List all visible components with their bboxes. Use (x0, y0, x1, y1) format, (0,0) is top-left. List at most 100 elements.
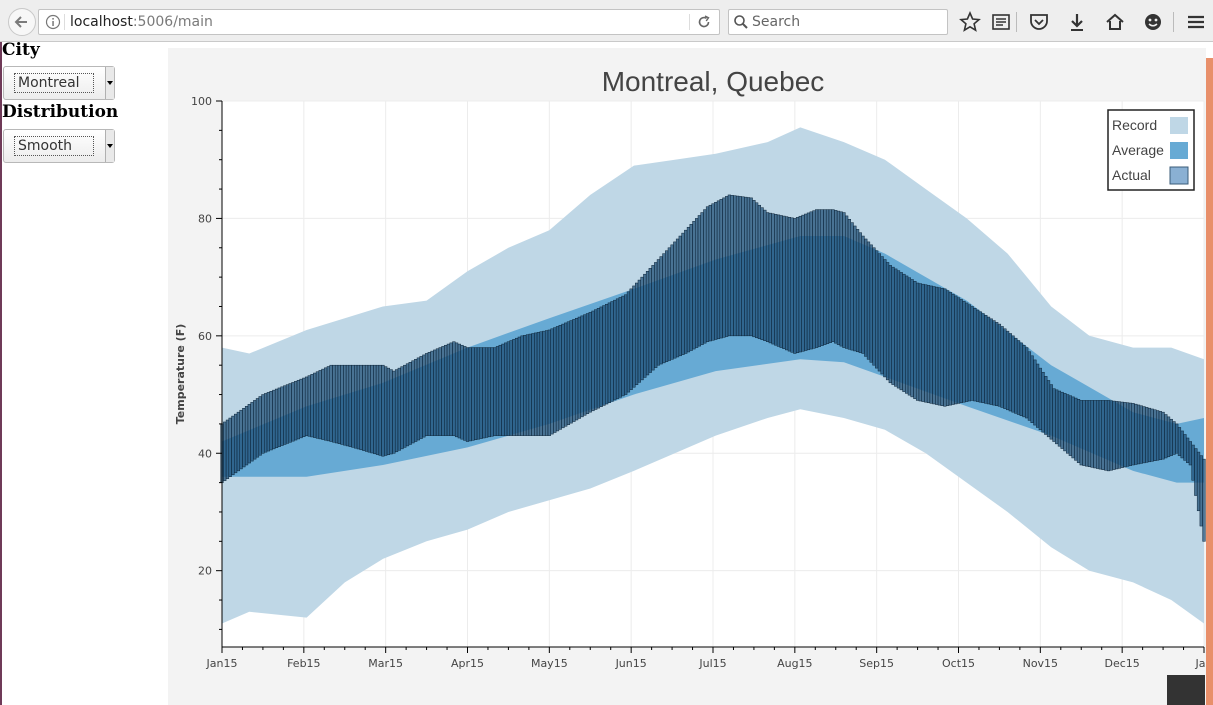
actual-bar (539, 331, 543, 436)
x-tick-label: Jun15 (615, 657, 647, 670)
actual-bar (504, 342, 508, 436)
actual-bar (471, 347, 475, 441)
actual-bar (866, 241, 871, 360)
actual-bar (1025, 347, 1029, 419)
search-bar[interactable]: Search (728, 9, 948, 35)
actual-bar (864, 238, 868, 357)
actual-bar (1016, 340, 1021, 415)
actual-bar (763, 209, 767, 341)
actual-bar (793, 218, 797, 354)
actual-bar (1060, 391, 1064, 449)
actual-bar (419, 356, 423, 439)
actual-bar (1011, 335, 1015, 413)
actual-bar (1027, 351, 1032, 421)
hamburger-menu-icon[interactable] (1185, 11, 1207, 33)
back-button[interactable] (8, 8, 36, 36)
actual-bar (1104, 400, 1108, 471)
chevron-down-icon[interactable] (105, 67, 114, 99)
smiley-icon[interactable] (1142, 11, 1164, 33)
actual-bar (853, 225, 857, 352)
actual-bar (877, 253, 882, 372)
url-bar[interactable]: localhost:5006/main (38, 9, 720, 35)
actual-bar (1046, 380, 1051, 438)
actual-bar (1117, 401, 1122, 469)
actual-bar (397, 367, 401, 451)
actual-bar (795, 217, 800, 353)
actual-bar (714, 202, 718, 340)
actual-bar (225, 419, 230, 479)
star-icon[interactable] (959, 11, 981, 33)
actual-bar (1008, 333, 1012, 412)
actual-bar (678, 235, 682, 357)
actual-bar (697, 215, 701, 347)
actual-bar (596, 308, 601, 409)
actual-bar (427, 352, 431, 436)
actual-bar (815, 209, 819, 348)
actual-bar (806, 212, 811, 351)
actual-bar (269, 391, 273, 451)
actual-bar (1194, 448, 1198, 496)
actual-bar (392, 370, 396, 454)
actual-bar (823, 209, 827, 345)
actual-bar (400, 366, 404, 450)
actual-bar (618, 297, 622, 398)
url-text[interactable]: localhost:5006/main (70, 14, 213, 30)
city-select[interactable]: Montreal (3, 66, 115, 100)
x-tick-label: Jul15 (698, 657, 726, 670)
actual-bar (670, 244, 674, 360)
actual-bar (943, 288, 947, 407)
actual-bar (681, 232, 685, 355)
pocket-icon[interactable] (1028, 11, 1050, 33)
actual-bar (375, 364, 380, 455)
actual-bar (258, 396, 262, 456)
actual-bars (220, 194, 1206, 542)
actual-bar (782, 215, 786, 349)
reload-icon[interactable] (696, 14, 712, 30)
actual-bar (741, 196, 745, 337)
actual-bar (493, 347, 497, 436)
actual-bar (362, 364, 366, 451)
actual-bar (580, 315, 584, 418)
actual-bar (351, 364, 355, 448)
actual-bar (834, 210, 838, 344)
actual-bar (585, 313, 590, 414)
actual-bar (1057, 390, 1062, 447)
actual-bar (444, 344, 448, 436)
actual-bar (891, 266, 895, 385)
reading-list-icon[interactable] (990, 11, 1012, 33)
home-icon[interactable] (1104, 11, 1126, 33)
download-icon[interactable] (1066, 11, 1088, 33)
actual-bar (757, 204, 761, 340)
actual-bar (236, 411, 240, 472)
actual-bar (438, 347, 442, 436)
info-icon[interactable] (45, 14, 61, 30)
chevron-down-icon[interactable] (105, 130, 114, 162)
actual-bar (345, 364, 350, 447)
actual-bar (408, 362, 412, 445)
actual-bar (716, 200, 721, 340)
actual-bar (940, 288, 944, 406)
actual-bar (607, 302, 611, 403)
actual-bar (675, 238, 680, 358)
actual-bar (907, 277, 912, 396)
actual-bar (288, 383, 292, 443)
distribution-select[interactable]: Smooth (3, 129, 115, 163)
actual-bar (1186, 437, 1190, 463)
actual-bar (1142, 406, 1146, 464)
actual-bar (558, 325, 562, 430)
actual-bar (915, 282, 920, 401)
actual-bar (643, 273, 647, 378)
weather-chart[interactable]: 20 40 60 80 100 Jan15 Feb15 Mar15 Apr15 May15 Jun1… (168, 48, 1206, 705)
x-tick-label: Apr15 (451, 657, 484, 670)
actual-bar (1177, 427, 1182, 456)
actual-bar (932, 286, 936, 405)
actual-bar (332, 364, 336, 443)
actual-bar (1068, 395, 1072, 456)
city-select-value: Montreal (14, 73, 94, 93)
actual-bar (1112, 400, 1116, 470)
actual-bar (1147, 407, 1152, 463)
actual-bar (1156, 410, 1160, 461)
actual-bar (520, 335, 524, 436)
actual-bar (883, 259, 887, 378)
actual-bar (435, 348, 440, 436)
